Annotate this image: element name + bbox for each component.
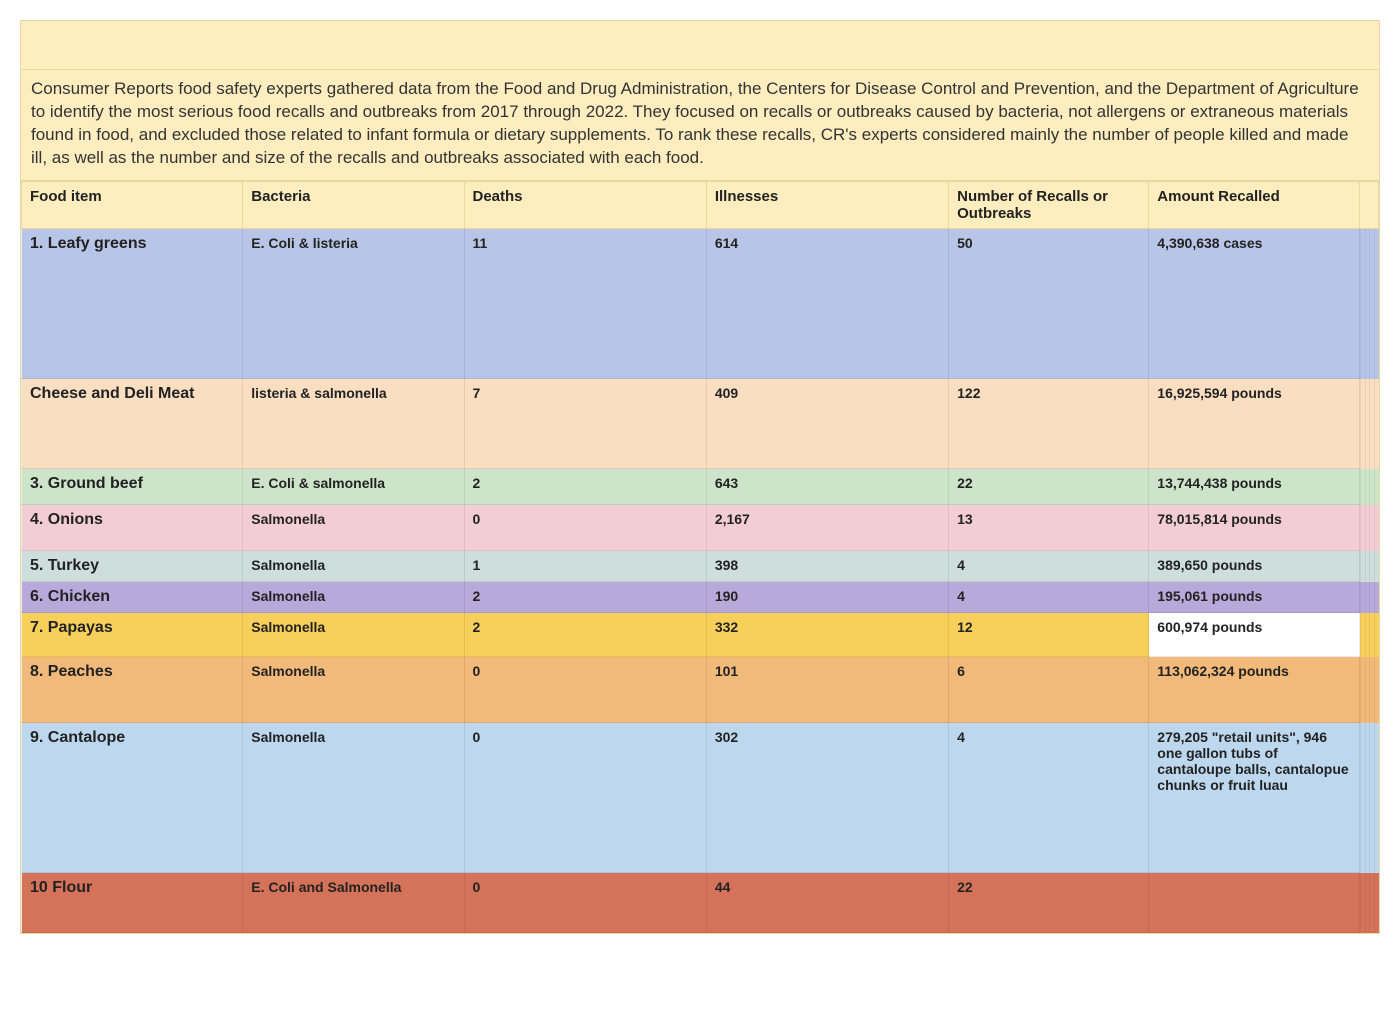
cell-food-item: Cheese and Deli Meat	[22, 379, 243, 469]
table-row: Cheese and Deli Meatlisteria & salmonell…	[22, 379, 1379, 469]
cell-illnesses: 643	[706, 469, 948, 505]
cell-food-item: 4. Onions	[22, 505, 243, 551]
cell-food-item: 8. Peaches	[22, 657, 243, 723]
cell-recalls: 4	[949, 723, 1149, 873]
row-stripe-gutter	[1360, 723, 1379, 873]
row-stripe-gutter	[1360, 228, 1379, 379]
col-amount: Amount Recalled	[1149, 181, 1360, 228]
cell-illnesses: 409	[706, 379, 948, 469]
row-stripe-gutter	[1360, 379, 1379, 469]
cell-deaths: 0	[464, 873, 706, 933]
cell-bacteria: Salmonella	[243, 613, 464, 657]
intro-paragraph: Consumer Reports food safety experts gat…	[21, 70, 1379, 181]
cell-recalls: 4	[949, 582, 1149, 613]
cell-amount: 600,974 pounds	[1149, 613, 1360, 657]
cell-amount: 4,390,638 cases	[1149, 228, 1360, 379]
table-row: 5. TurkeySalmonella13984389,650 pounds	[22, 551, 1379, 582]
cell-amount: 113,062,324 pounds	[1149, 657, 1360, 723]
cell-amount: 195,061 pounds	[1149, 582, 1360, 613]
col-stripe-gutter	[1360, 181, 1379, 228]
col-deaths: Deaths	[464, 181, 706, 228]
cell-illnesses: 44	[706, 873, 948, 933]
cell-food-item: 1. Leafy greens	[22, 228, 243, 379]
cell-illnesses: 398	[706, 551, 948, 582]
top-empty-row	[21, 21, 1379, 70]
cell-amount: 78,015,814 pounds	[1149, 505, 1360, 551]
cell-amount: 16,925,594 pounds	[1149, 379, 1360, 469]
cell-bacteria: Salmonella	[243, 582, 464, 613]
cell-bacteria: E. Coli & salmonella	[243, 469, 464, 505]
cell-deaths: 7	[464, 379, 706, 469]
table-row: 7. PapayasSalmonella233212 600,974 pound…	[22, 613, 1379, 657]
cell-recalls: 22	[949, 469, 1149, 505]
cell-food-item: 3. Ground beef	[22, 469, 243, 505]
table-row: 4. OnionsSalmonella02,1671378,015,814 po…	[22, 505, 1379, 551]
cell-recalls: 4	[949, 551, 1149, 582]
cell-bacteria: Salmonella	[243, 505, 464, 551]
cell-bacteria: listeria & salmonella	[243, 379, 464, 469]
row-stripe-gutter	[1360, 582, 1379, 613]
cell-recalls: 50	[949, 228, 1149, 379]
cell-deaths: 0	[464, 657, 706, 723]
cell-bacteria: E. Coli and Salmonella	[243, 873, 464, 933]
row-stripe-gutter	[1360, 551, 1379, 582]
row-stripe-gutter	[1360, 613, 1379, 657]
row-stripe-gutter	[1360, 505, 1379, 551]
table-row: 9. CantalopeSalmonella03024279,205 "reta…	[22, 723, 1379, 873]
cell-illnesses: 101	[706, 657, 948, 723]
cell-amount: 279,205 "retail units", 946 one gallon t…	[1149, 723, 1360, 873]
cell-recalls: 6	[949, 657, 1149, 723]
cell-food-item: 7. Papayas	[22, 613, 243, 657]
cell-deaths: 2	[464, 613, 706, 657]
cell-food-item: 5. Turkey	[22, 551, 243, 582]
row-stripe-gutter	[1360, 657, 1379, 723]
cell-bacteria: E. Coli & listeria	[243, 228, 464, 379]
table-row: 3. Ground beefE. Coli & salmonella264322…	[22, 469, 1379, 505]
cell-deaths: 2	[464, 582, 706, 613]
cell-bacteria: Salmonella	[243, 657, 464, 723]
cell-deaths: 11	[464, 228, 706, 379]
row-stripe-gutter	[1360, 873, 1379, 933]
col-recalls: Number of Recalls or Outbreaks	[949, 181, 1149, 228]
cell-deaths: 0	[464, 505, 706, 551]
cell-bacteria: Salmonella	[243, 551, 464, 582]
cell-illnesses: 614	[706, 228, 948, 379]
row-stripe-gutter	[1360, 469, 1379, 505]
recalls-table: Food item Bacteria Deaths Illnesses Numb…	[21, 181, 1379, 934]
cell-recalls: 22	[949, 873, 1149, 933]
cell-recalls: 13	[949, 505, 1149, 551]
cell-food-item: 9. Cantalope	[22, 723, 243, 873]
cell-deaths: 2	[464, 469, 706, 505]
cell-amount: 13,744,438 pounds	[1149, 469, 1360, 505]
cell-illnesses: 2,167	[706, 505, 948, 551]
cell-amount	[1149, 873, 1360, 933]
col-food-item: Food item	[22, 181, 243, 228]
cell-deaths: 1	[464, 551, 706, 582]
cell-illnesses: 332	[706, 613, 948, 657]
cell-deaths: 0	[464, 723, 706, 873]
cell-recalls: 122	[949, 379, 1149, 469]
table-row: 8. PeachesSalmonella01016113,062,324 pou…	[22, 657, 1379, 723]
cell-amount: 389,650 pounds	[1149, 551, 1360, 582]
cell-recalls: 12	[949, 613, 1149, 657]
cell-food-item: 6. Chicken	[22, 582, 243, 613]
cell-bacteria: Salmonella	[243, 723, 464, 873]
cell-illnesses: 302	[706, 723, 948, 873]
col-illnesses: Illnesses	[706, 181, 948, 228]
cell-food-item: 10 Flour	[22, 873, 243, 933]
table-row: 10 FlourE. Coli and Salmonella04422	[22, 873, 1379, 933]
spreadsheet-container: Consumer Reports food safety experts gat…	[20, 20, 1380, 934]
cell-illnesses: 190	[706, 582, 948, 613]
col-bacteria: Bacteria	[243, 181, 464, 228]
table-row: 6. ChickenSalmonella21904195,061 pounds	[22, 582, 1379, 613]
table-header-row: Food item Bacteria Deaths Illnesses Numb…	[22, 181, 1379, 228]
table-row: 1. Leafy greensE. Coli & listeria1161450…	[22, 228, 1379, 379]
